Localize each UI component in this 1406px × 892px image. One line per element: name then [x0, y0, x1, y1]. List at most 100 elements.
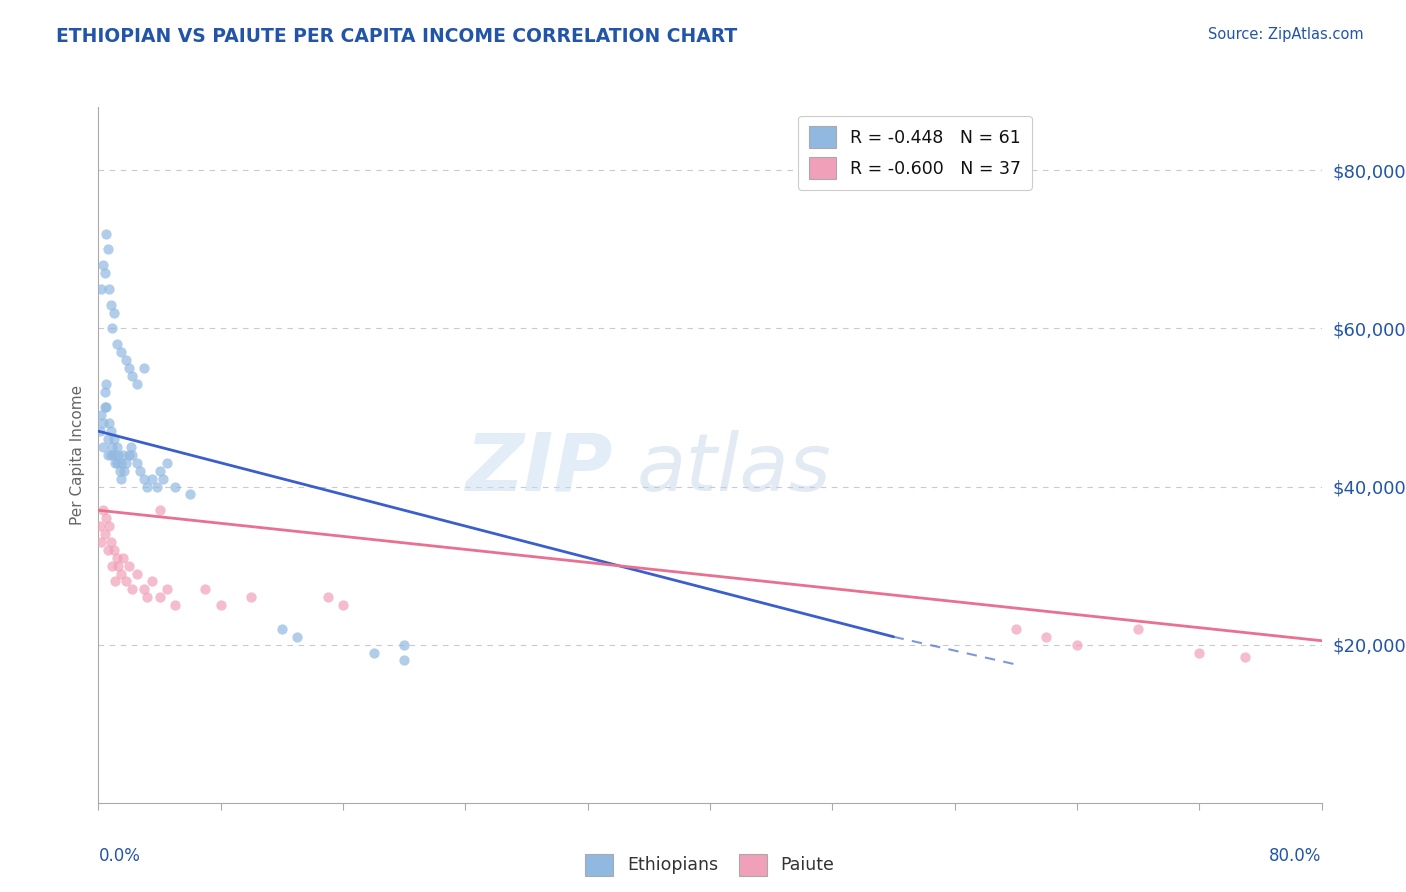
Point: [110, 345, 132, 359]
Point: [152, 472, 174, 486]
Point: [316, 591, 339, 605]
Point: [104, 456, 127, 470]
Point: [136, 591, 159, 605]
Point: [134, 361, 156, 376]
Point: [100, 424, 122, 438]
Point: [91, 503, 114, 517]
Point: [108, 464, 131, 478]
Point: [111, 550, 134, 565]
Point: [1234, 649, 1257, 664]
Point: [125, 376, 148, 391]
Point: [125, 456, 148, 470]
Point: [270, 622, 292, 636]
Point: [93, 401, 115, 415]
Point: [90, 409, 112, 423]
Point: [94, 511, 117, 525]
Point: [115, 574, 138, 589]
Point: [104, 574, 127, 589]
Point: [115, 456, 138, 470]
Point: [1128, 622, 1150, 636]
Point: [141, 472, 163, 486]
Point: [101, 321, 124, 335]
Point: [98, 282, 121, 296]
Text: 80.0%: 80.0%: [1270, 847, 1322, 865]
Text: ETHIOPIAN VS PAIUTE PER CAPITA INCOME CORRELATION CHART: ETHIOPIAN VS PAIUTE PER CAPITA INCOME CO…: [56, 27, 738, 45]
Text: ZIP: ZIP: [465, 430, 612, 508]
Point: [97, 432, 120, 446]
Point: [141, 574, 163, 589]
Point: [363, 646, 385, 660]
Point: [392, 638, 416, 652]
Point: [100, 298, 122, 312]
Point: [149, 591, 172, 605]
Point: [107, 558, 129, 573]
Point: [103, 542, 125, 557]
Text: 0.0%: 0.0%: [98, 847, 141, 865]
Point: [93, 527, 115, 541]
Point: [179, 487, 201, 501]
Point: [110, 566, 132, 581]
Point: [91, 258, 114, 272]
Y-axis label: Per Capita Income: Per Capita Income: [69, 384, 84, 525]
Point: [136, 479, 159, 493]
Point: [240, 591, 263, 605]
Point: [103, 305, 125, 319]
Point: [156, 582, 179, 597]
Point: [194, 582, 217, 597]
Point: [94, 227, 117, 241]
Point: [115, 353, 138, 368]
Point: [105, 550, 128, 565]
Point: [98, 417, 121, 431]
Point: [90, 535, 112, 549]
Point: [103, 432, 125, 446]
Point: [1188, 646, 1211, 660]
Point: [111, 448, 134, 462]
Point: [107, 448, 129, 462]
Point: [112, 464, 135, 478]
Point: [118, 448, 141, 462]
Point: [1035, 630, 1057, 644]
Point: [1004, 622, 1026, 636]
Point: [121, 582, 143, 597]
Point: [118, 361, 141, 376]
Point: [97, 542, 120, 557]
Legend: Ethiopians, Paiute: Ethiopians, Paiute: [576, 845, 844, 885]
Text: Source: ZipAtlas.com: Source: ZipAtlas.com: [1208, 27, 1364, 42]
Point: [149, 464, 172, 478]
Point: [97, 448, 120, 462]
Point: [105, 456, 128, 470]
Point: [101, 558, 124, 573]
Point: [98, 519, 121, 533]
Point: [103, 448, 125, 462]
Point: [1066, 638, 1088, 652]
Point: [89, 424, 111, 438]
Point: [125, 566, 148, 581]
Text: atlas: atlas: [637, 430, 831, 508]
Point: [91, 417, 114, 431]
Point: [105, 440, 128, 454]
Point: [110, 456, 132, 470]
Point: [89, 519, 111, 533]
Point: [105, 337, 128, 351]
Point: [110, 472, 132, 486]
Point: [93, 266, 115, 280]
Point: [94, 376, 117, 391]
Point: [134, 582, 156, 597]
Point: [100, 535, 122, 549]
Point: [332, 598, 354, 612]
Point: [101, 440, 124, 454]
Point: [145, 479, 167, 493]
Point: [91, 440, 114, 454]
Point: [156, 456, 179, 470]
Point: [100, 448, 122, 462]
Point: [93, 384, 115, 399]
Point: [121, 368, 143, 383]
Point: [121, 448, 143, 462]
Point: [149, 503, 172, 517]
Point: [94, 401, 117, 415]
Point: [97, 243, 120, 257]
Point: [118, 558, 141, 573]
Point: [120, 440, 142, 454]
Point: [134, 472, 156, 486]
Point: [90, 282, 112, 296]
